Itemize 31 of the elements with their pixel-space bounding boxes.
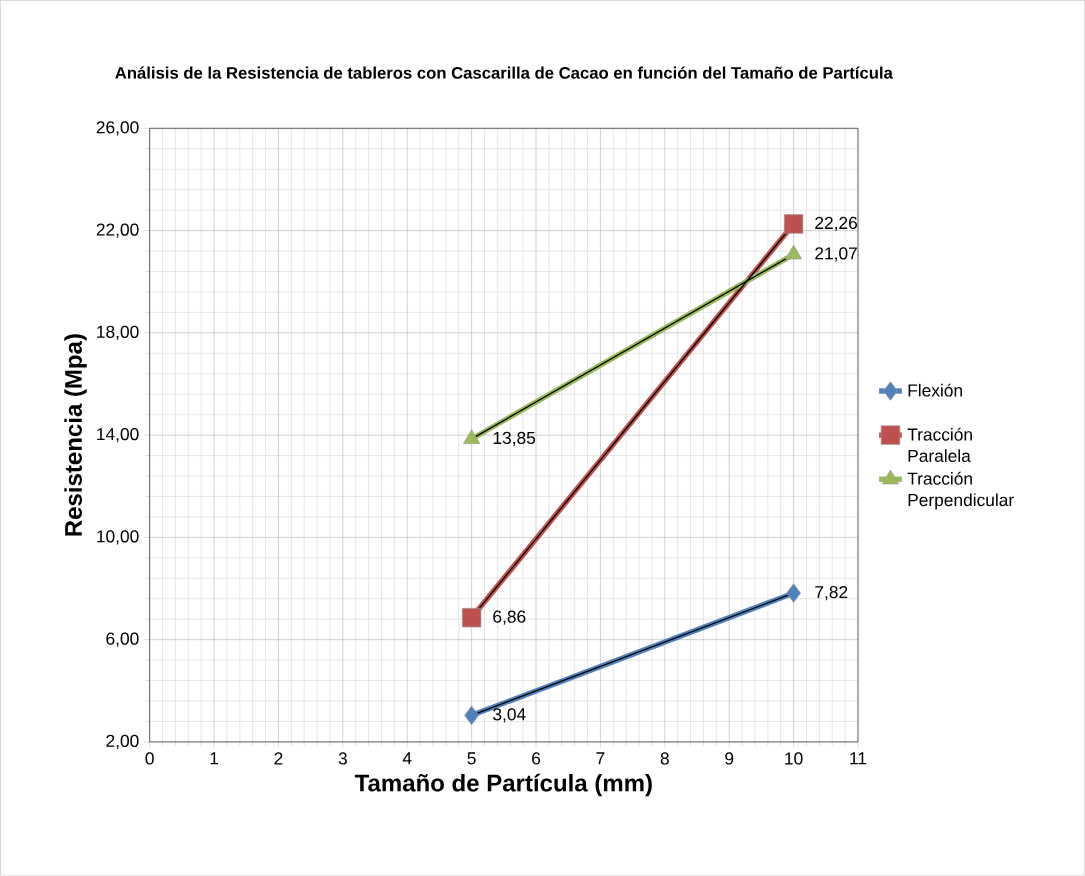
x-tick-label: 10 <box>785 752 803 765</box>
data-label: 21,07 <box>815 247 857 262</box>
y-tick-label: 2,00 <box>106 734 139 750</box>
y-tick-label: 22,00 <box>96 223 139 238</box>
data-label: 22,26 <box>815 216 858 232</box>
legend-label: Tracción Paralela <box>907 427 972 463</box>
x-tick-label: 7 <box>596 752 605 765</box>
x-tick-label: 6 <box>532 752 541 765</box>
y-tick-label: 18,00 <box>97 325 139 341</box>
x-tick-label: 8 <box>660 752 669 765</box>
x-tick-label: 0 <box>145 752 154 765</box>
x-tick-label: 5 <box>467 752 476 765</box>
y-tick-label: 10,00 <box>97 530 139 545</box>
x-tick-label: 4 <box>402 752 412 765</box>
x-tick-label: 11 <box>850 752 867 765</box>
data-label: 6,86 <box>493 610 526 626</box>
y-tick-label: 14,00 <box>97 428 139 443</box>
data-label: 7,82 <box>815 586 848 601</box>
legend-label: Flexión <box>908 383 962 397</box>
x-tick-label: 9 <box>725 752 734 765</box>
x-tick-label: 3 <box>338 752 347 765</box>
data-label: 13,85 <box>493 431 536 447</box>
x-tick-label: 2 <box>274 752 283 765</box>
y-tick-label: 26,00 <box>96 121 139 136</box>
x-axis-title: Tamaño de Partícula (mm) <box>354 773 652 797</box>
legend-label: Tracción Perpendicular <box>907 472 1014 510</box>
chart-title: Análisis de la Resistencia de tableros con Cascarilla de Cacao en función del Tamaño de Partícula <box>115 66 893 79</box>
x-tick-label: 1 <box>210 752 219 765</box>
y-axis-title: Resistencia (Mpa) <box>64 334 87 536</box>
y-tick-label: 6,00 <box>106 632 139 648</box>
data-label: 3,04 <box>493 708 526 723</box>
